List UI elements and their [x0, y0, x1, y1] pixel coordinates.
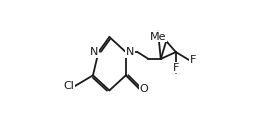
- Text: N: N: [90, 47, 98, 57]
- Text: O: O: [140, 84, 148, 94]
- Text: N: N: [126, 47, 134, 57]
- Text: Cl: Cl: [64, 81, 74, 91]
- Text: F: F: [173, 63, 179, 73]
- Text: Me: Me: [150, 32, 166, 42]
- Text: F: F: [190, 55, 196, 65]
